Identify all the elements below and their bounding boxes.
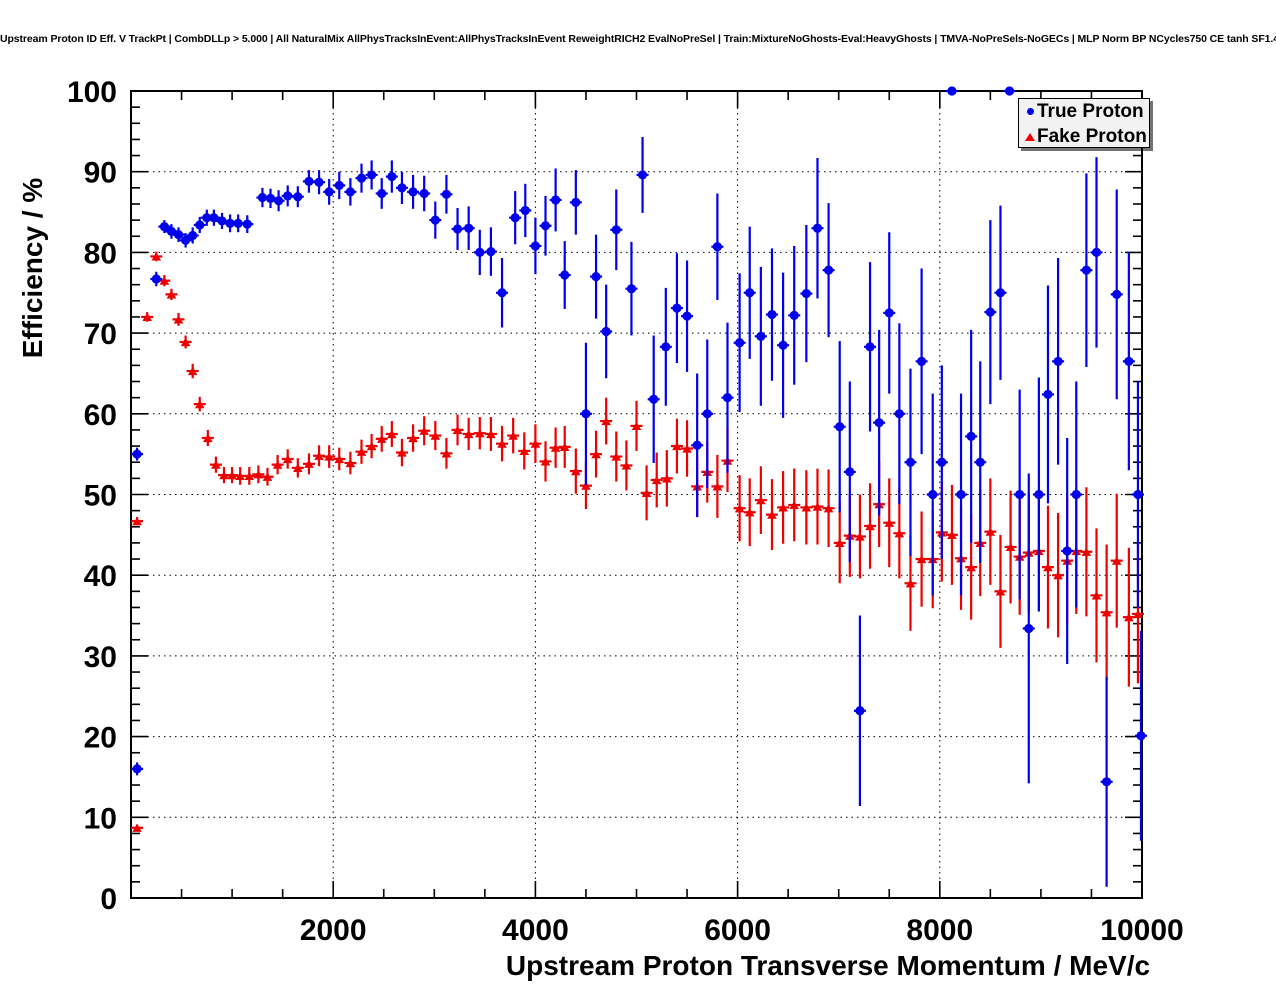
y-tick-label: 30 — [84, 641, 117, 674]
y-tick-label: 90 — [84, 157, 117, 190]
series-fake-proton — [131, 251, 1144, 832]
y-axis-title: Efficiency / % — [17, 178, 48, 359]
legend-entry-true-proton: True Proton — [1019, 99, 1149, 124]
x-tick-label: 2000 — [300, 914, 367, 947]
plot-title: Upstream Proton ID Eff. V TrackPt | Comb… — [0, 33, 1276, 45]
y-tick-label: 10 — [84, 802, 117, 835]
y-tick-label: 20 — [84, 722, 117, 755]
x-axis-title: Upstream Proton Transverse Momentum / Me… — [506, 950, 1150, 981]
legend-label-fake-proton: Fake Proton — [1037, 126, 1147, 147]
x-tick-label: 10000 — [1100, 914, 1183, 947]
circle-marker-icon — [1023, 108, 1037, 115]
legend-entry-fake-proton: Fake Proton — [1019, 124, 1149, 149]
x-tick-label: 8000 — [906, 914, 973, 947]
series-true-proton — [131, 86, 1147, 887]
grid-layer — [131, 91, 1142, 898]
y-tick-label: 100 — [67, 76, 117, 109]
legend-label-true-proton: True Proton — [1037, 101, 1144, 122]
y-tick-label: 50 — [84, 480, 117, 513]
x-tick-label: 4000 — [502, 914, 569, 947]
x-tick-label: 6000 — [704, 914, 771, 947]
y-tick-label: 60 — [84, 399, 117, 432]
y-tick-label: 70 — [84, 318, 117, 351]
triangle-marker-icon — [1023, 132, 1037, 141]
y-tick-label: 0 — [100, 883, 117, 916]
y-tick-label: 80 — [84, 237, 117, 270]
legend: True Proton Fake Proton — [1018, 98, 1150, 148]
axis-tick-labels: 2000 4000 6000 8000 10000 0 10 20 30 40 50 60 70 80 90… — [67, 76, 1184, 947]
y-tick-label: 40 — [84, 560, 117, 593]
